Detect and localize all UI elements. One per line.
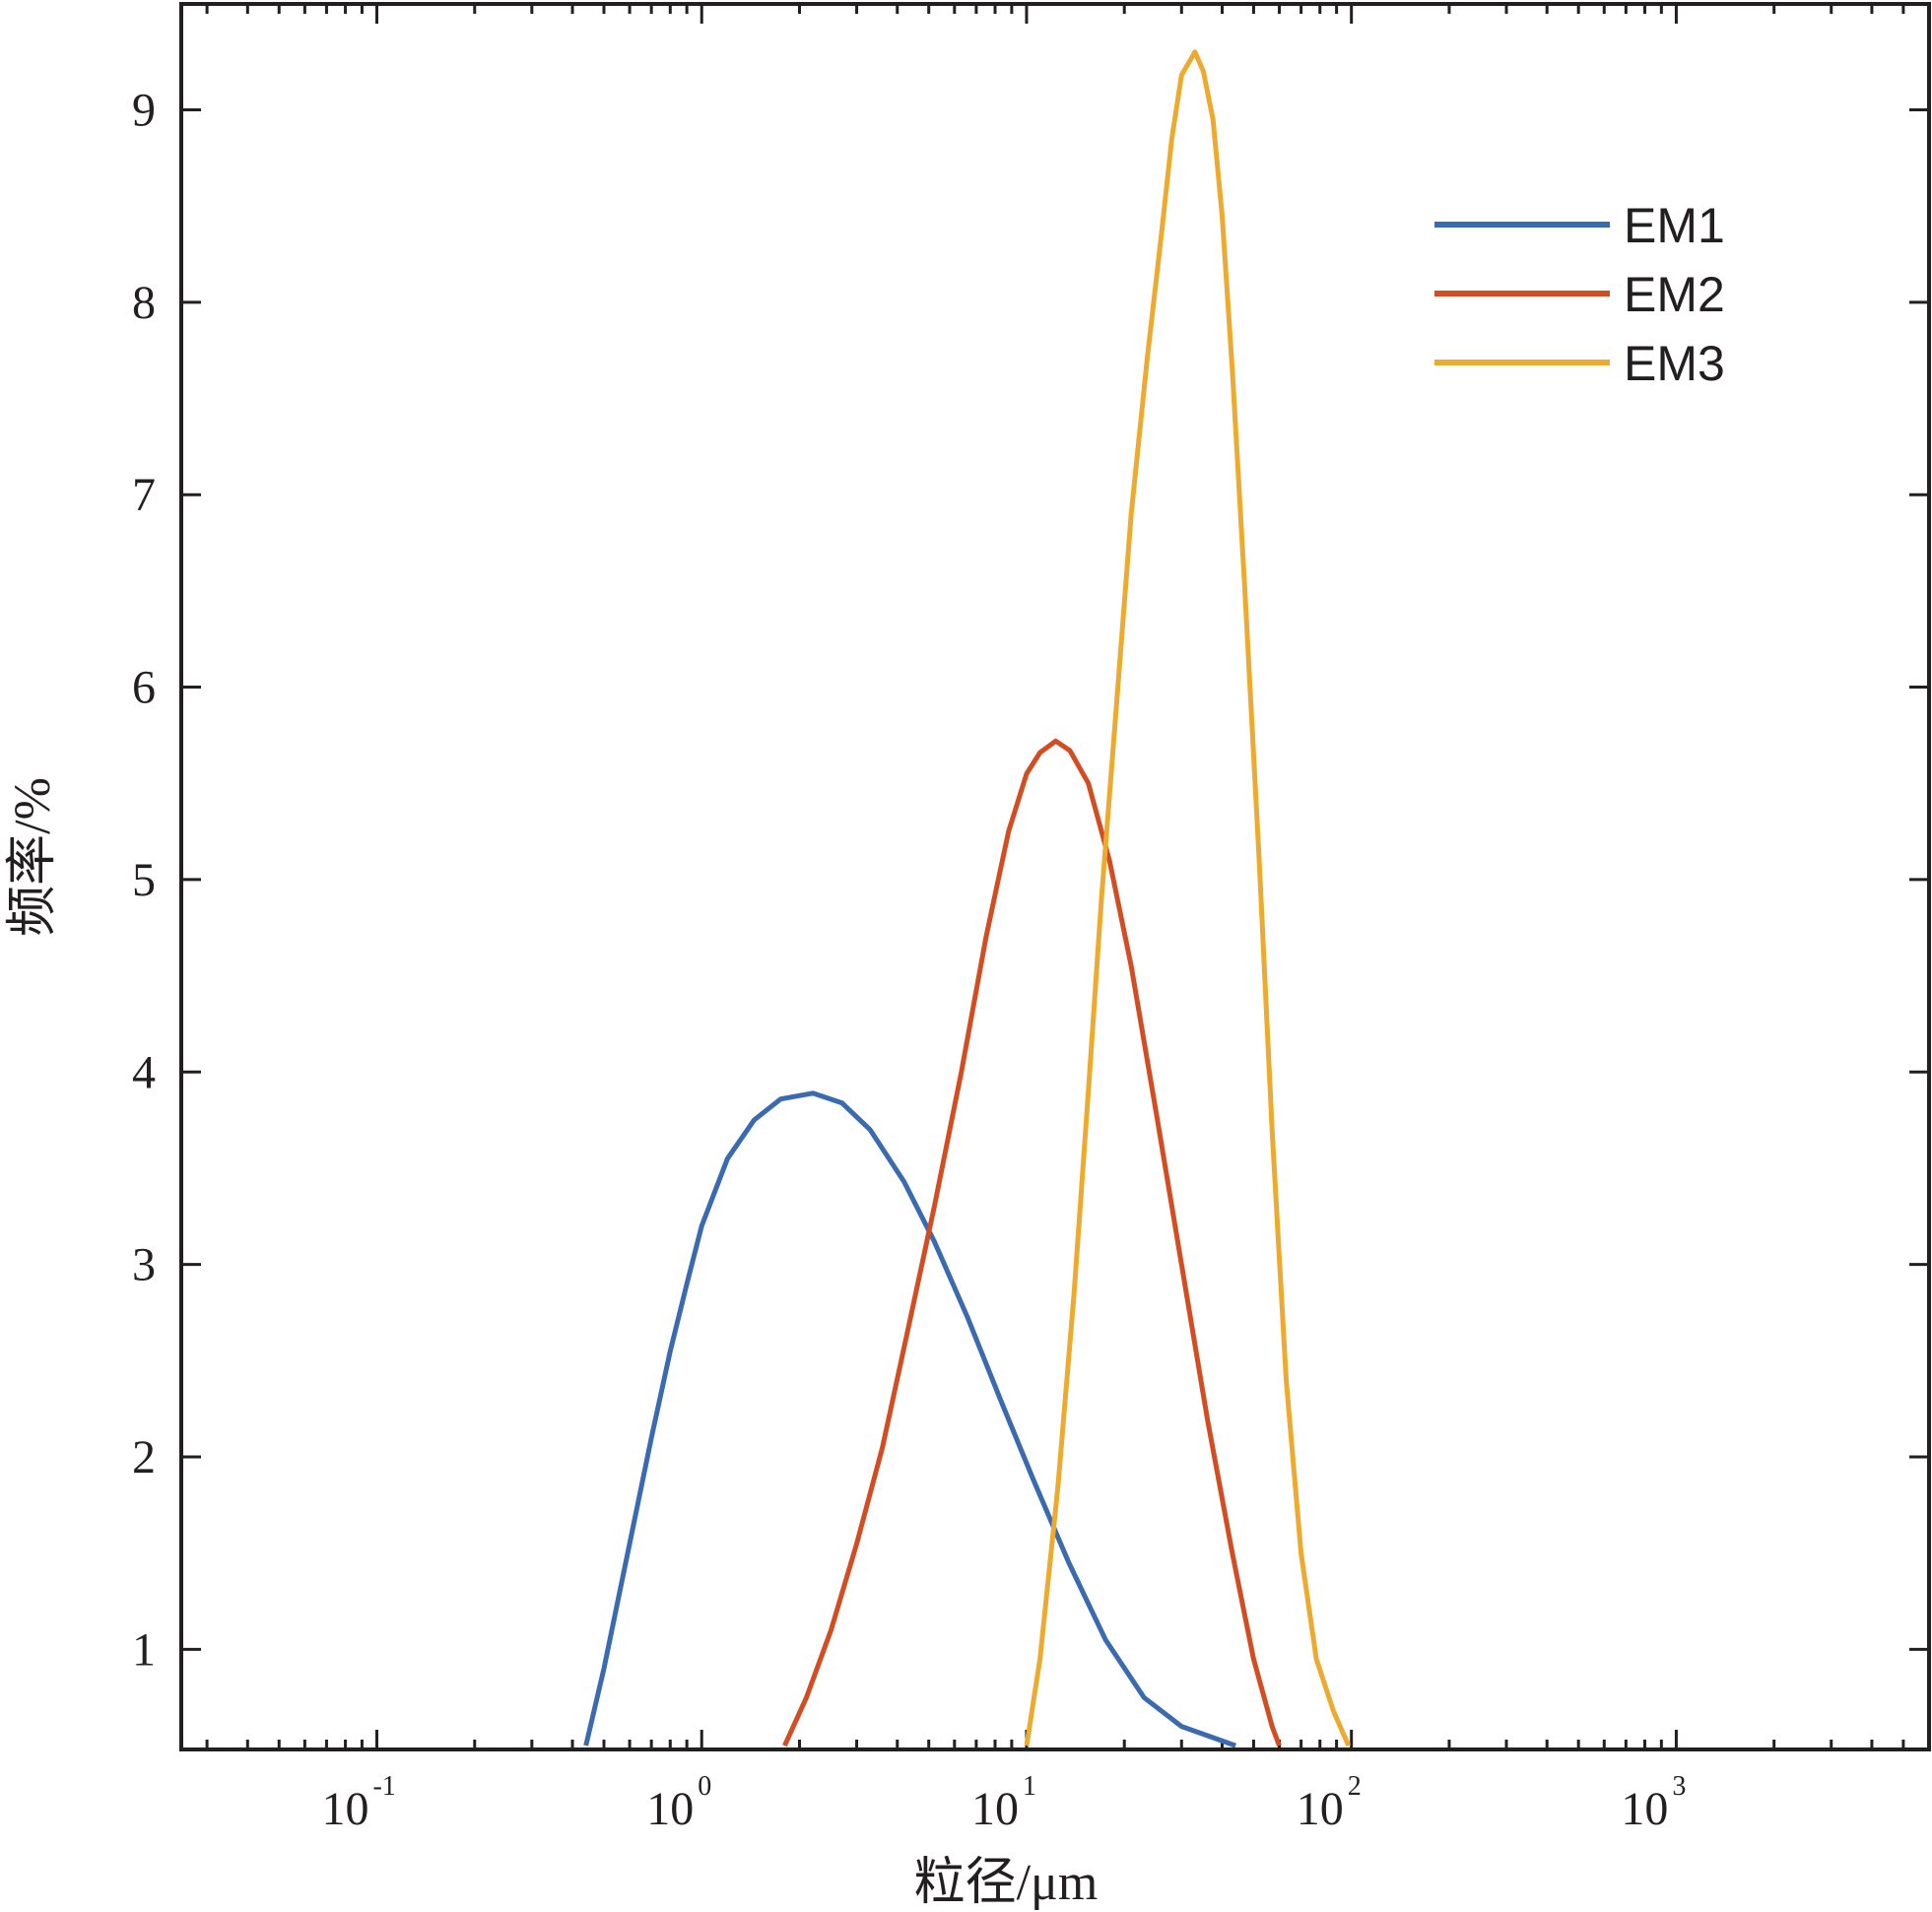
x-tick-label: 10 3: [1621, 1771, 1686, 1835]
y-tick-label: 5: [132, 854, 156, 906]
plot-frame: [179, 2, 1931, 1751]
series-lines: [583, 49, 1352, 1748]
series-line-em3: [1024, 49, 1352, 1747]
series-line-em1: [583, 1090, 1236, 1748]
legend: EM1 EM2 EM3: [1434, 198, 1725, 391]
legend-entry-em3: EM3: [1434, 336, 1725, 391]
x-tick-base: 10: [1297, 1783, 1344, 1835]
x-tick-label: 10 2: [1297, 1771, 1362, 1835]
x-tick-base: 10: [646, 1783, 694, 1835]
x-tick-labels: 10 -1 10 0 10 1 10 2 10 3: [322, 1771, 1687, 1835]
x-tick-base: 10: [1621, 1783, 1668, 1835]
x-tick-exponent: 3: [1672, 1771, 1686, 1802]
legend-label: EM2: [1624, 267, 1725, 322]
y-tick-label: 3: [132, 1239, 156, 1291]
y-axis-label: 频率/%: [5, 777, 61, 937]
x-tick-exponent: 0: [698, 1771, 711, 1802]
legend-entry-em1: EM1: [1434, 198, 1725, 253]
series-line-em2: [782, 738, 1282, 1747]
x-tick-label: 10 -1: [322, 1771, 396, 1835]
legend-entry-em2: EM2: [1434, 267, 1725, 322]
y-tick-label: 7: [132, 469, 156, 521]
y-tick-labels: 1 2 3 4 5 6 7 8 9: [132, 84, 156, 1676]
y-tick-label: 9: [132, 84, 156, 136]
x-tick-base: 10: [322, 1783, 369, 1835]
x-tick-label: 10 0: [646, 1771, 711, 1835]
y-tick-label: 1: [132, 1623, 156, 1676]
x-tick-base: 10: [971, 1783, 1019, 1835]
x-axis-label: 粒径/μm: [914, 1855, 1099, 1911]
x-tick-label: 10 1: [971, 1771, 1036, 1835]
legend-label: EM3: [1624, 336, 1725, 391]
y-tick-label: 2: [132, 1431, 156, 1483]
x-tick-exponent: 2: [1348, 1771, 1362, 1802]
y-tick-label: 6: [132, 662, 156, 714]
y-tick-label: 8: [132, 277, 156, 329]
axis-ticks: [181, 4, 1931, 1749]
x-tick-exponent: 1: [1023, 1771, 1036, 1802]
legend-label: EM1: [1624, 198, 1725, 253]
y-tick-label: 4: [132, 1046, 156, 1098]
x-tick-exponent: -1: [373, 1771, 396, 1802]
